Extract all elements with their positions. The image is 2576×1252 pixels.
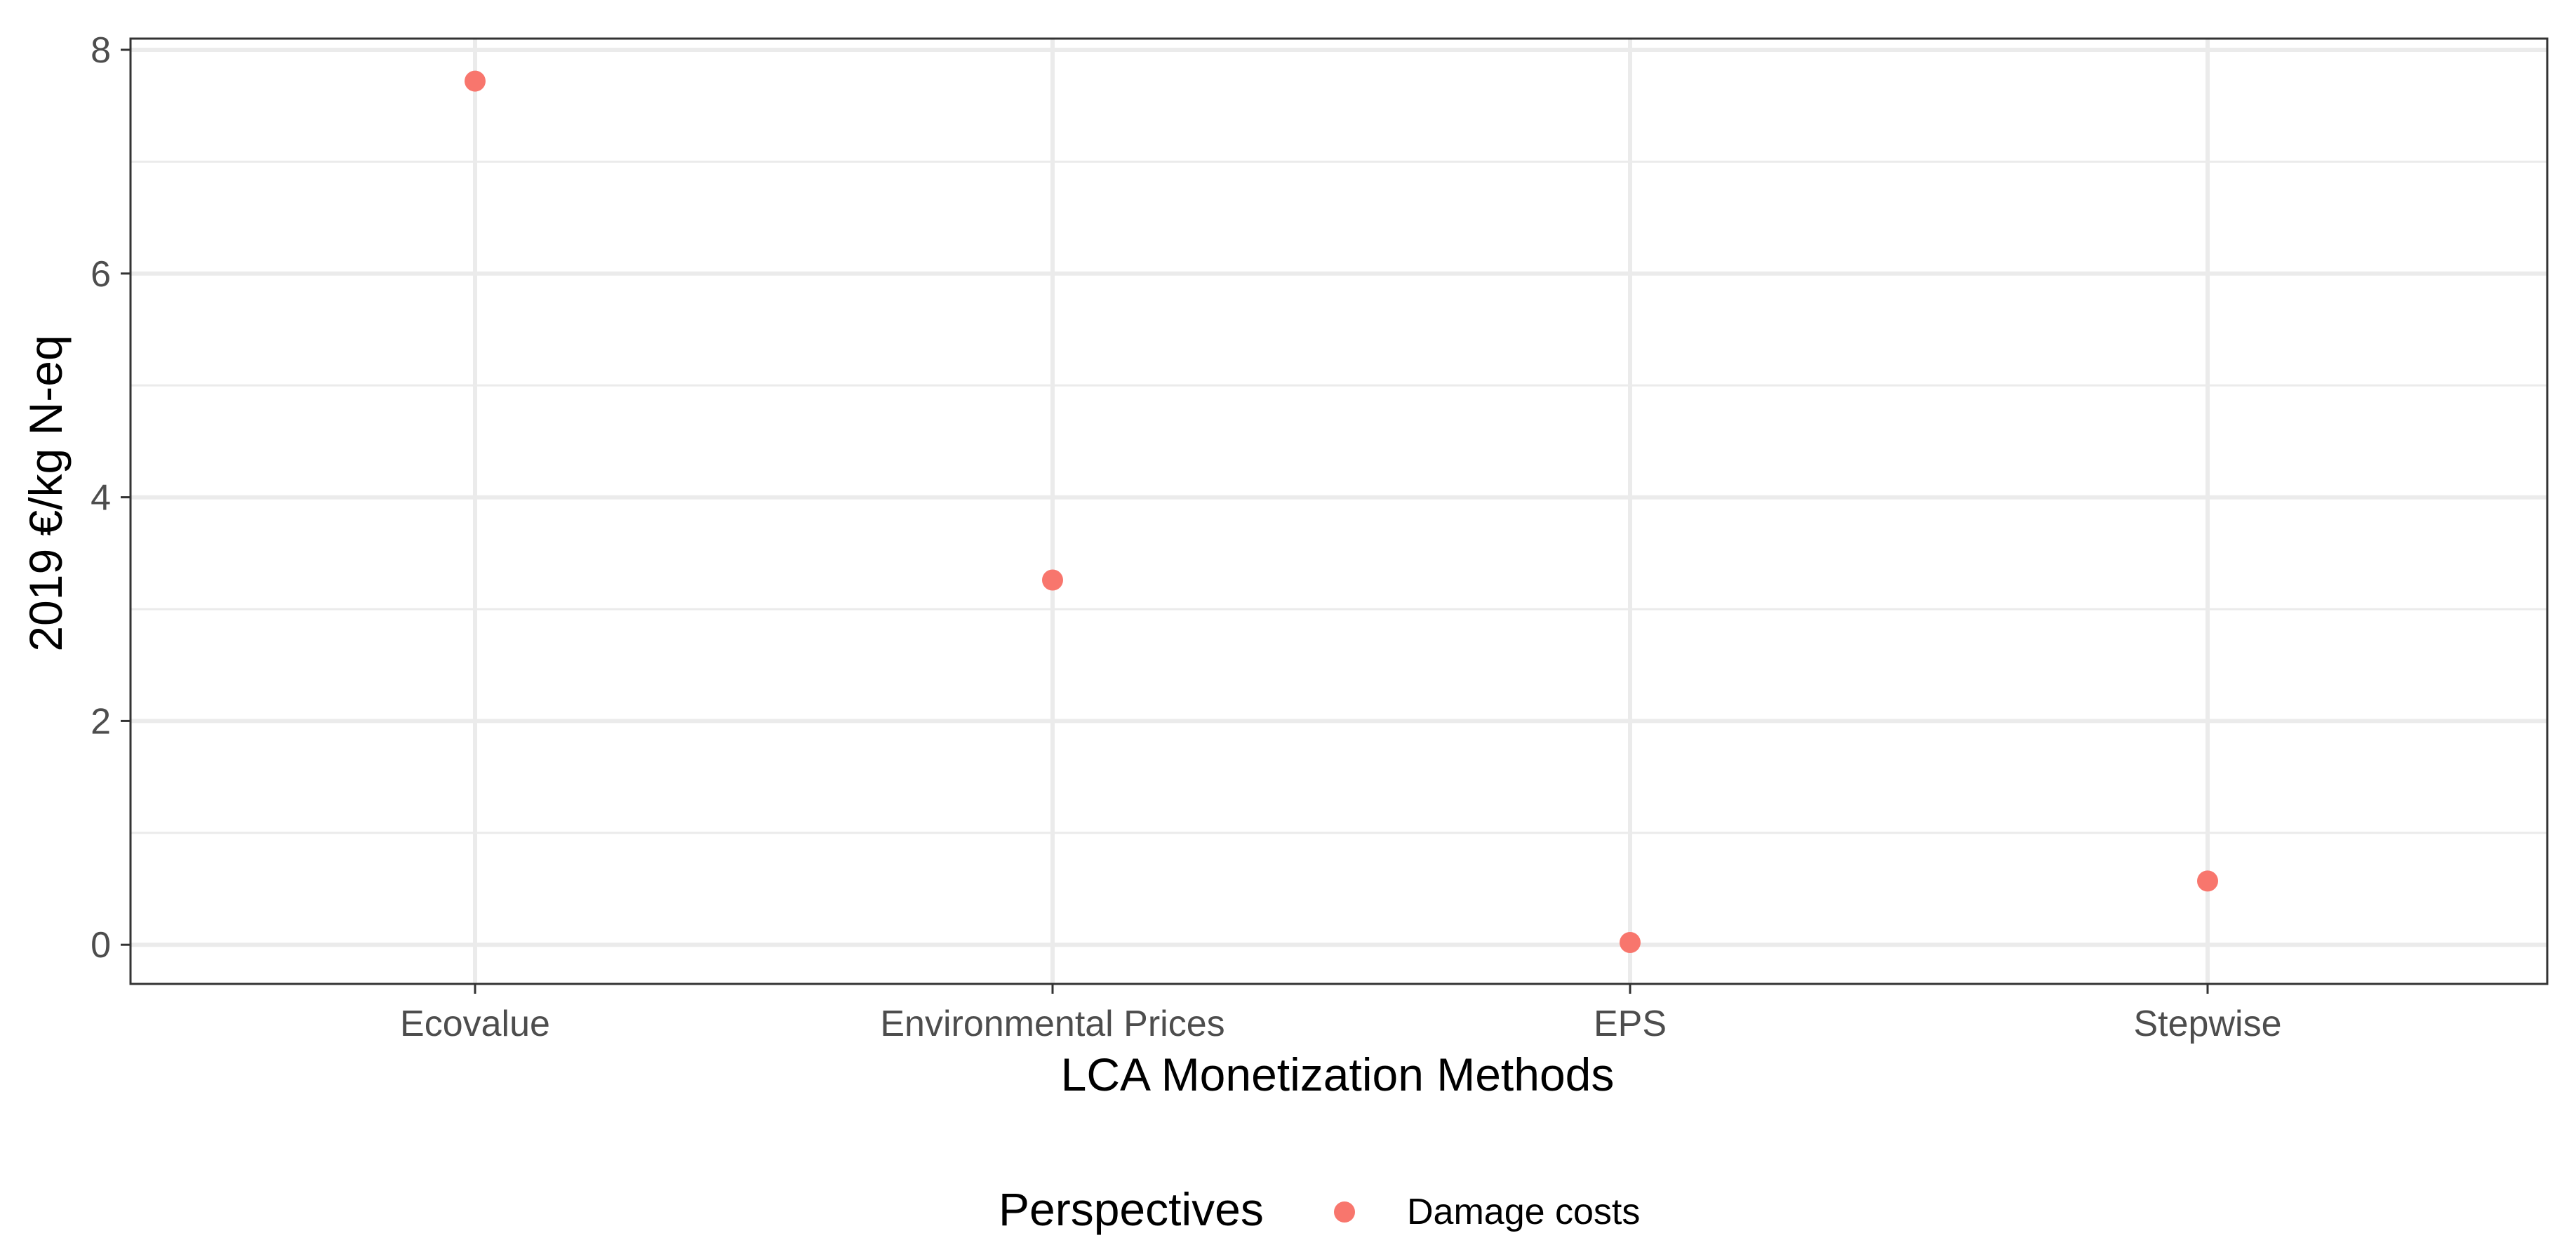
- plot-panel: [131, 39, 2547, 984]
- y-axis-title: 2019 €/kg N-eq: [20, 335, 72, 651]
- y-tick-label: 4: [91, 478, 111, 519]
- y-tick-label: 6: [91, 254, 111, 295]
- x-tick-label: Ecovalue: [400, 1004, 550, 1044]
- legend-label-damage-costs: Damage costs: [1407, 1192, 1640, 1232]
- data-point: [1620, 932, 1641, 954]
- y-tick-label: 2: [91, 701, 111, 742]
- data-point: [1042, 569, 1063, 591]
- data-point: [465, 70, 486, 92]
- data-point: [2197, 870, 2218, 892]
- legend-key-damage-costs: [1334, 1201, 1355, 1223]
- y-tick-label: 0: [91, 925, 111, 966]
- plot-panel-border: [129, 37, 2549, 985]
- legend-title: Perspectives: [999, 1183, 1264, 1235]
- x-tick-label: Stepwise: [2134, 1004, 2282, 1044]
- x-axis-title: LCA Monetization Methods: [1061, 1048, 1615, 1100]
- x-tick-label: EPS: [1594, 1004, 1667, 1044]
- y-tick-label: 8: [91, 30, 111, 71]
- x-tick-label: Environmental Prices: [880, 1004, 1224, 1044]
